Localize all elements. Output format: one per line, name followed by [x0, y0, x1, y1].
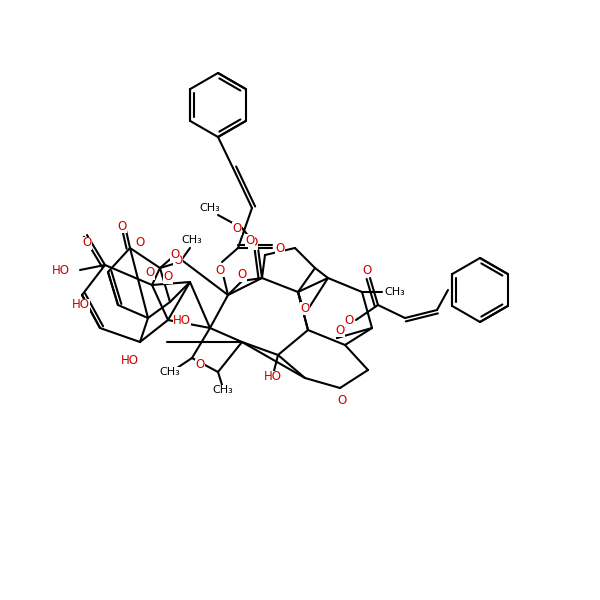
- Text: CH₃: CH₃: [160, 367, 181, 377]
- Text: O: O: [232, 221, 242, 235]
- Text: CH₃: CH₃: [212, 385, 233, 395]
- Text: O: O: [145, 266, 155, 280]
- Text: HO: HO: [72, 298, 90, 311]
- Text: O: O: [118, 220, 127, 232]
- Text: O: O: [82, 236, 92, 250]
- Text: HO: HO: [52, 263, 70, 277]
- Text: O: O: [238, 269, 247, 281]
- Text: O: O: [245, 233, 254, 247]
- Text: O: O: [362, 263, 371, 277]
- Text: O: O: [136, 236, 145, 250]
- Text: O: O: [196, 358, 205, 371]
- Text: O: O: [337, 394, 347, 407]
- Text: O: O: [173, 253, 182, 266]
- Text: CH₃: CH₃: [384, 287, 405, 297]
- Text: O: O: [335, 323, 344, 337]
- Text: CH₃: CH₃: [200, 203, 220, 213]
- Text: O: O: [344, 313, 353, 326]
- Text: O: O: [248, 236, 257, 250]
- Text: O: O: [163, 271, 173, 283]
- Text: HO: HO: [121, 353, 139, 367]
- Text: O: O: [170, 248, 179, 262]
- Text: HO: HO: [264, 370, 282, 383]
- Text: CH₃: CH₃: [182, 235, 202, 245]
- Text: O: O: [215, 263, 224, 277]
- Text: HO: HO: [173, 313, 191, 326]
- Text: O: O: [301, 301, 310, 314]
- Text: O: O: [275, 241, 284, 254]
